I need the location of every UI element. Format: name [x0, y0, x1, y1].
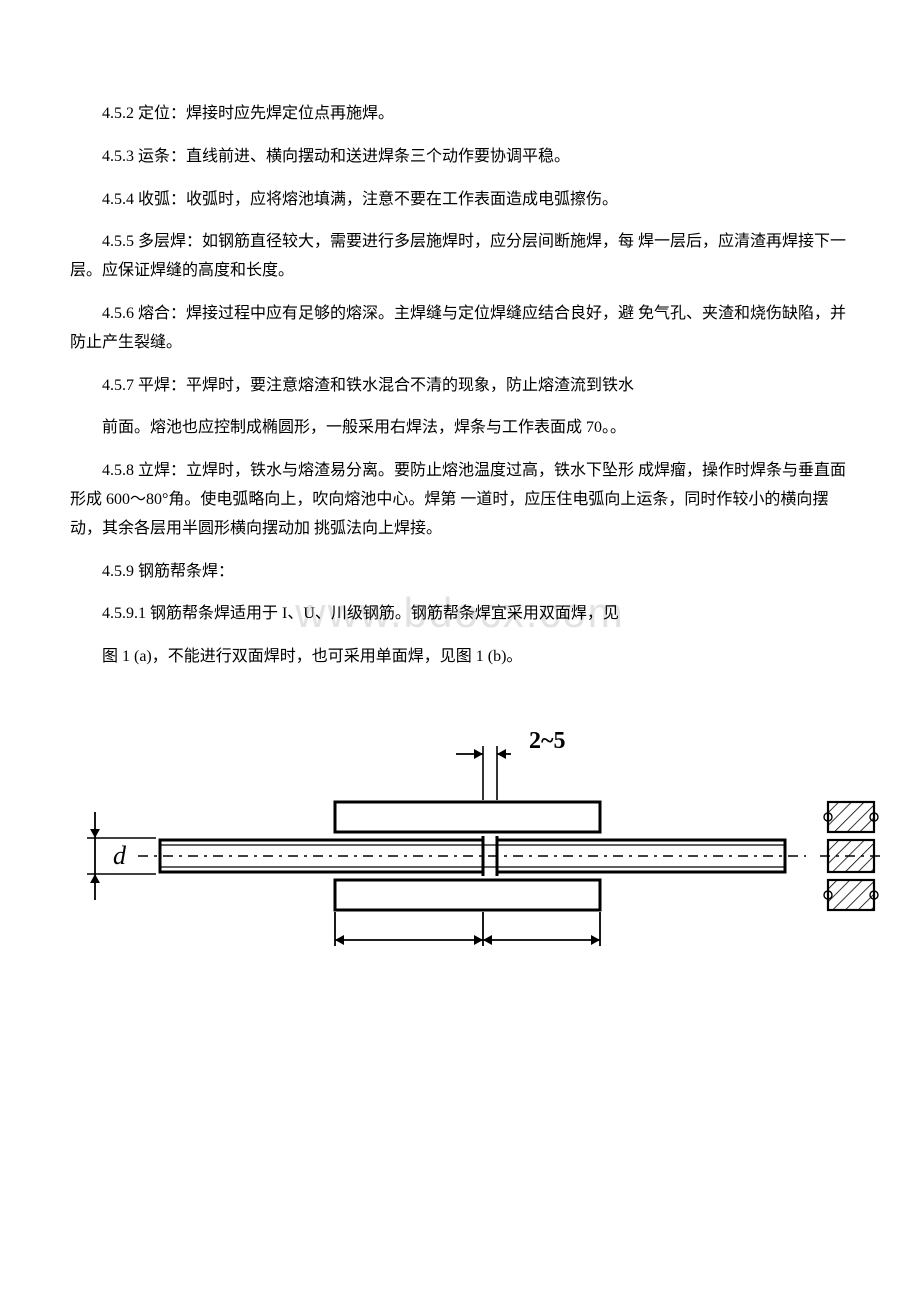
document-body: 4.5.2 定位：焊接时应先焊定位点再施焊。 4.5.3 运条：直线前进、横向摆… — [70, 100, 850, 952]
para-4-5-7b: 前面。熔池也应控制成椭圆形，一般采用右焊法，焊条与工作表面成 70。。 — [70, 414, 850, 443]
svg-text:2~5: 2~5 — [529, 728, 565, 754]
para-4-5-9-1b: 图 1 (a)，不能进行双面焊时，也可采用单面焊，见图 1 (b)。 — [70, 643, 850, 672]
para-4-5-3: 4.5.3 运条：直线前进、横向摆动和送进焊条三个动作要协调平稳。 — [70, 143, 850, 172]
para-4-5-9-1a: 4.5.9.1 钢筋帮条焊适用于 I、U、川级钢筋。钢筋帮条焊宜采用双面焊，见 — [70, 600, 850, 629]
para-4-5-9: 4.5.9 钢筋帮条焊： — [70, 558, 850, 587]
para-4-5-2: 4.5.2 定位：焊接时应先焊定位点再施焊。 — [70, 100, 850, 129]
para-4-5-4: 4.5.4 收弧：收弧时，应将熔池填满，注意不要在工作表面造成电弧擦伤。 — [70, 186, 850, 215]
figure-svg: 2~5 d — [70, 692, 890, 952]
figure-1: 2~5 d — [70, 692, 850, 952]
para-4-5-5: 4.5.5 多层焊：如钢筋直径较大，需要进行多层施焊时，应分层间断施焊，每 焊一… — [70, 228, 850, 286]
para-4-5-7a: 4.5.7 平焊：平焊时，要注意熔渣和铁水混合不清的现象，防止熔渣流到铁水 — [70, 372, 850, 401]
para-4-5-6: 4.5.6 熔合：焊接过程中应有足够的熔深。主焊缝与定位焊缝应结合良好，避 免气… — [70, 300, 850, 358]
svg-text:d: d — [113, 841, 127, 870]
para-4-5-8: 4.5.8 立焊：立焊时，铁水与熔渣易分离。要防止熔池温度过高，铁水下坠形 成焊… — [70, 457, 850, 543]
